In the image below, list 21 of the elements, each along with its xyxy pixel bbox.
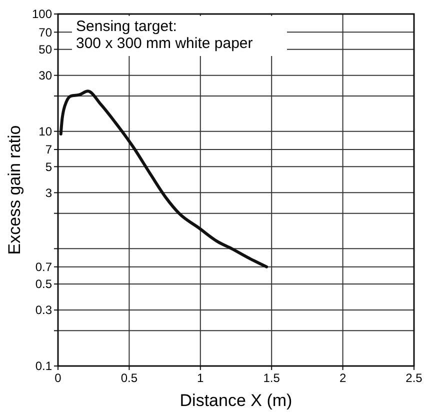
x-tick-label: 2.5 <box>406 371 423 385</box>
x-tick-label: 0 <box>54 371 62 385</box>
y-tick-label: 5 <box>45 160 52 174</box>
annotation: Sensing target: 300 x 300 mm white paper <box>76 18 253 52</box>
y-axis-title: Excess gain ratio <box>5 125 24 255</box>
y-tick-label: 100 <box>32 7 52 22</box>
y-tick-label: 0.3 <box>35 303 52 318</box>
y-tick-label: 50 <box>38 42 52 57</box>
y-tick-label: 10 <box>38 124 52 139</box>
x-tick-label: 1.5 <box>263 371 280 385</box>
x-tick-label: 0.5 <box>120 371 138 385</box>
y-tick-label: 7 <box>45 142 52 157</box>
y-tick-label: 0.5 <box>35 277 52 292</box>
x-tick-label: 2 <box>339 371 346 385</box>
x-tick-label: 1 <box>197 371 204 385</box>
y-tick-label: 70 <box>38 25 52 40</box>
y-tick-label: 0.1 <box>35 359 52 374</box>
y-tick-label: 3 <box>45 186 52 200</box>
y-tick-label: 0.7 <box>35 260 52 274</box>
x-axis-title: Distance X (m) <box>180 391 292 410</box>
y-tick-label: 30 <box>38 68 52 83</box>
